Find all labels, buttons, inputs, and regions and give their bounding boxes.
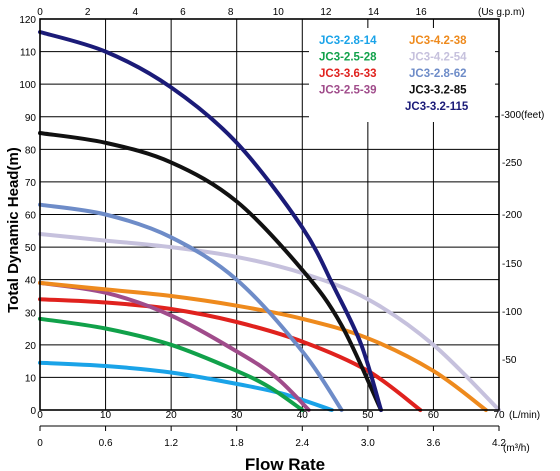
top-scale: 0 2 4 6 8 10 12 14 16: [37, 7, 427, 18]
m3h-unit: (m³/h): [503, 443, 530, 454]
head-ft-tick-label: -100: [502, 307, 522, 318]
us-gpm-tick-label: 2: [85, 7, 91, 18]
us-gpm-tick-label: 10: [273, 7, 285, 18]
y-axis-label: Total Dynamic Head(m): [5, 147, 22, 313]
legend: JC3-2.8-14 JC3-4.2-38 JC3-2.5-28 JC3-4.2-54…: [309, 28, 495, 122]
us-gpm-tick-label: 0: [37, 7, 43, 18]
m3h-tick-label: 3.0: [361, 438, 375, 449]
head-m-tick-label: 80: [25, 145, 37, 156]
plot-frame: [39, 18, 500, 411]
left-scale: 0 10 20 30 40 50 60 70 80 90 100 110 120: [19, 15, 36, 417]
us-gpm-tick-label: 16: [416, 7, 428, 18]
us-gpm-unit: (Us g.p.m): [478, 7, 525, 18]
x-axis-label: Flow Rate: [245, 455, 325, 471]
lmin-tick-label: 60: [428, 410, 440, 421]
head-ft-tick-label: -50: [502, 355, 517, 366]
head-m-tick-label: 10: [25, 373, 37, 384]
lmin-tick-label: 50: [362, 410, 374, 421]
us-gpm-tick-label: 12: [320, 7, 332, 18]
pump-curves: [38, 30, 501, 412]
legend-entry: JC3-2.5-39: [319, 85, 377, 97]
head-m-tick-label: 50: [25, 243, 37, 254]
series-line-jc3-2-5-39: [38, 280, 311, 412]
head-m-tick-label: 30: [25, 308, 37, 319]
series-line-jc3-3-2-115: [38, 30, 383, 412]
legend-entry: JC3-2.8-62: [409, 68, 467, 80]
lmin-tick-label: 20: [166, 410, 178, 421]
lmin-tick-label: 10: [100, 410, 112, 421]
head-m-tick-label: 110: [20, 48, 36, 59]
series-line-jc3-2-5-28: [38, 316, 305, 412]
lmin-unit: (L/min): [509, 410, 540, 421]
right-scale: -50 -100 -150 -200 -250: [502, 158, 522, 366]
series-line-jc3-2-8-62: [38, 202, 344, 412]
head-m-tick-label: 90: [25, 113, 37, 124]
head-m-tick-label: 60: [25, 211, 37, 222]
m3h-tick-label: 1.8: [230, 438, 244, 449]
head-m-tick-label: 0: [30, 406, 36, 417]
legend-box: [309, 28, 495, 122]
head-m-tick-label: 20: [25, 341, 37, 352]
m3h-tick-label: 1.2: [164, 438, 178, 449]
series-line-jc3-3-2-85: [38, 131, 383, 412]
us-gpm-tick-label: 6: [180, 7, 186, 18]
head-ft-tick-label: -200: [502, 210, 522, 221]
lmin-tick-label: 30: [231, 410, 243, 421]
legend-entry: JC3-3.2-115: [405, 101, 469, 113]
head-m-tick-label: 120: [19, 15, 36, 26]
grid: [40, 19, 499, 410]
feet-unit: -300(feet): [501, 110, 544, 121]
us-gpm-tick-label: 14: [368, 7, 380, 18]
lmin-tick-label: 0: [37, 410, 43, 421]
series-line-jc3-4-2-54: [38, 232, 501, 412]
legend-entry: JC3-4.2-54: [409, 52, 467, 64]
head-ft-tick-label: -150: [502, 259, 522, 270]
m3h-tick-label: 0.6: [99, 438, 113, 449]
bottom-scales: 0 10 20 30 40 50 60 70 0 0.6 1.2 1.8 2.4 3.0 3.6 4.2: [37, 410, 506, 449]
lmin-tick-label: 70: [493, 410, 505, 421]
series-line-jc3-2-8-14: [38, 360, 334, 412]
legend-entry: JC3-2.8-14: [319, 35, 377, 47]
lmin-tick-label: 40: [297, 410, 309, 421]
head-m-tick-label: 40: [25, 276, 37, 287]
head-m-tick-label: 70: [25, 178, 37, 189]
head-ft-tick-label: -250: [502, 158, 522, 169]
legend-entry: JC3-3.6-33: [319, 68, 377, 80]
us-gpm-tick-label: 8: [228, 7, 234, 18]
legend-entry: JC3-3.2-85: [409, 85, 467, 97]
legend-entry: JC3-4.2-38: [409, 35, 467, 47]
m3h-tick-label: 3.6: [426, 438, 440, 449]
m3h-tick-label: 4.2: [492, 438, 506, 449]
us-gpm-tick-label: 4: [133, 7, 139, 18]
legend-entry: JC3-2.5-28: [319, 52, 377, 64]
head-m-tick-label: 100: [19, 80, 36, 91]
m3h-tick-label: 0: [37, 438, 43, 449]
m3h-tick-label: 2.4: [295, 438, 309, 449]
